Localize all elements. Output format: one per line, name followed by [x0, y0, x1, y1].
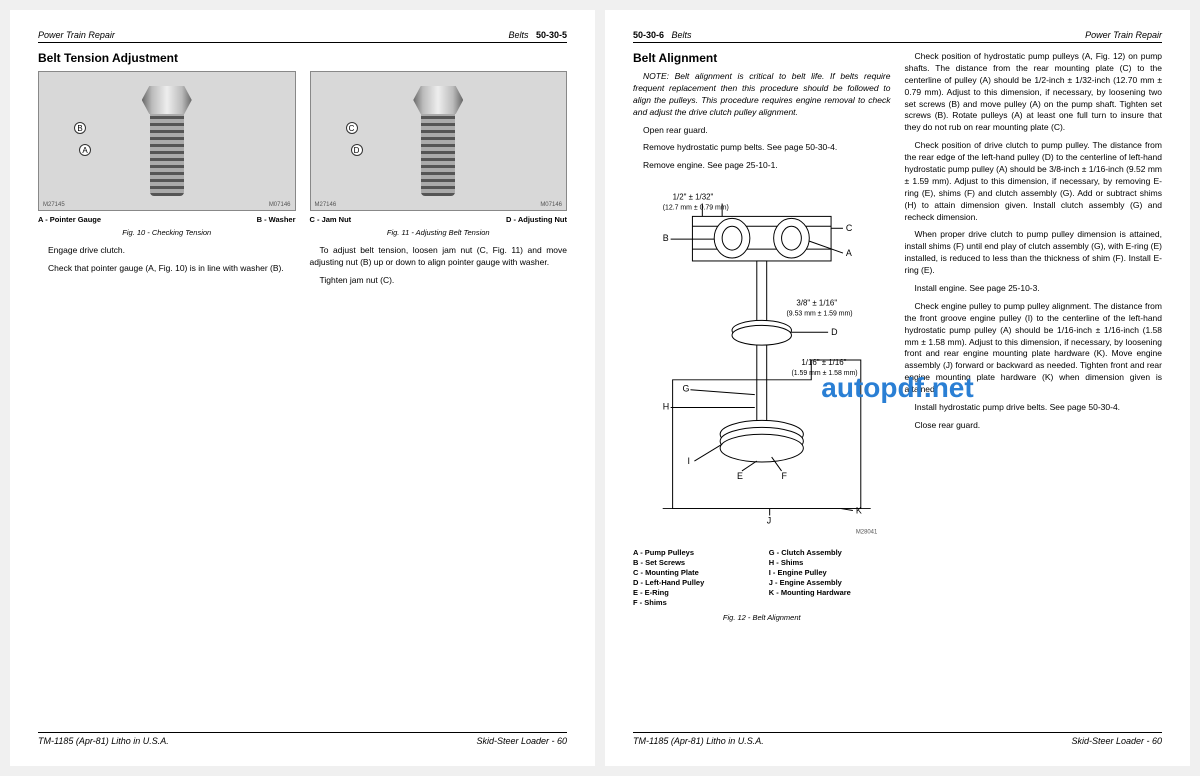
right-column: Check position of hydrostatic pump pulle… [905, 51, 1163, 630]
legend-e: E - E-Ring [633, 588, 755, 597]
label-b: B - Washer [257, 215, 296, 224]
svg-text:I: I [687, 456, 689, 466]
dim1m: (12.7 mm ± 0.79 mm) [663, 205, 729, 212]
callout-c: C [346, 122, 358, 134]
dim1: 1/2" ± 1/32" [673, 193, 714, 202]
figure-legend: A - Pump Pulleys G - Clutch Assembly B -… [633, 548, 891, 607]
paragraph: Engage drive clutch. [38, 245, 296, 257]
fig-num: M28041 [856, 530, 878, 536]
svg-text:A: A [846, 248, 852, 258]
right-page: autopdf.net 50-30-6 Belts Power Train Re… [605, 10, 1190, 766]
section-title: Belt Alignment [633, 51, 891, 65]
left-column: B A M27145 M07146 A - Pointer Gauge B - … [38, 71, 296, 293]
right-column: C D M27146 M07146 C - Jam Nut D - Adjust… [310, 71, 568, 293]
svg-text:D: D [831, 327, 837, 337]
paragraph: Check engine pulley to pump pulley align… [905, 301, 1163, 396]
figure-11: C D M27146 M07146 [310, 71, 568, 211]
left-page: Power Train Repair Belts 50-30-5 Belt Te… [10, 10, 595, 766]
legend-j: J - Engine Assembly [769, 578, 891, 587]
figure-10: B A M27145 M07146 [38, 71, 296, 211]
paragraph: Remove hydrostatic pump belts. See page … [633, 142, 891, 154]
svg-text:K: K [856, 506, 862, 516]
svg-text:G: G [683, 384, 690, 394]
bolt-illustration [142, 86, 192, 196]
legend-h: H - Shims [769, 558, 891, 567]
dim2m: (9.53 mm ± 1.59 mm) [787, 311, 853, 318]
page-header: 50-30-6 Belts Power Train Repair [633, 30, 1162, 43]
alignment-diagram-svg: 1/2" ± 1/32" (12.7 mm ± 0.79 mm) 3/8" ± … [633, 180, 891, 540]
svg-text:B: B [663, 233, 669, 243]
legend-d: D - Left-Hand Pulley [633, 578, 755, 587]
content-columns: Belt Alignment NOTE: Belt alignment is c… [633, 51, 1162, 630]
callout-b: B [74, 122, 86, 134]
dim3: 1/16" ± 1/16" [801, 358, 846, 367]
dim3m: (1.59 mm ± 1.58 mm) [791, 370, 857, 377]
paragraph: When proper drive clutch to pump pulley … [905, 229, 1163, 277]
legend-g: G - Clutch Assembly [769, 548, 891, 557]
callout-d: D [351, 144, 363, 156]
legend-a: A - Pump Pulleys [633, 548, 755, 557]
page-footer: TM-1185 (Apr-81) Litho in U.S.A. Skid-St… [633, 732, 1162, 746]
bolt-illustration [413, 86, 463, 196]
svg-text:F: F [782, 471, 788, 481]
header-right: Belts 50-30-5 [508, 30, 567, 40]
header-left: 50-30-6 Belts [633, 30, 692, 40]
legend-k: K - Mounting Hardware [769, 588, 891, 597]
image-number-2: M07146 [540, 202, 562, 208]
dim2: 3/8" ± 1/16" [796, 299, 837, 308]
callout-a: A [79, 144, 91, 156]
label-d: D - Adjusting Nut [506, 215, 567, 224]
page-footer: TM-1185 (Apr-81) Litho in U.S.A. Skid-St… [38, 732, 567, 746]
paragraph: Close rear guard. [905, 420, 1163, 432]
image-number-2: M07146 [269, 202, 291, 208]
label-c: C - Jam Nut [310, 215, 352, 224]
legend-f: F - Shims [633, 598, 755, 607]
paragraph: Install engine. See page 25-10-3. [905, 283, 1163, 295]
svg-text:C: C [846, 223, 853, 233]
paragraph: Open rear guard. [633, 125, 891, 137]
image-number: M27145 [43, 202, 65, 208]
figure-caption: Fig. 10 - Checking Tension [38, 228, 296, 237]
legend-i: I - Engine Pulley [769, 568, 891, 577]
footer-left: TM-1185 (Apr-81) Litho in U.S.A. [633, 736, 764, 746]
paragraph: To adjust belt tension, loosen jam nut (… [310, 245, 568, 269]
paragraph: Check position of hydrostatic pump pulle… [905, 51, 1163, 134]
footer-right: Skid-Steer Loader - 60 [1071, 736, 1162, 746]
footer-right: Skid-Steer Loader - 60 [476, 736, 567, 746]
note-paragraph: NOTE: Belt alignment is critical to belt… [633, 71, 891, 119]
svg-text:E: E [737, 471, 743, 481]
paragraph: Tighten jam nut (C). [310, 275, 568, 287]
paragraph: Check that pointer gauge (A, Fig. 10) is… [38, 263, 296, 275]
label-a: A - Pointer Gauge [38, 215, 101, 224]
header-right: Power Train Repair [1085, 30, 1162, 40]
svg-text:H: H [663, 402, 669, 412]
content-columns: B A M27145 M07146 A - Pointer Gauge B - … [38, 71, 567, 293]
footer-left: TM-1185 (Apr-81) Litho in U.S.A. [38, 736, 169, 746]
figure-12-diagram: 1/2" ± 1/32" (12.7 mm ± 0.79 mm) 3/8" ± … [633, 180, 891, 540]
figure-caption: Fig. 11 - Adjusting Belt Tension [310, 228, 568, 237]
image-number: M27146 [315, 202, 337, 208]
paragraph: Remove engine. See page 25-10-1. [633, 160, 891, 172]
paragraph: Check position of drive clutch to pump p… [905, 140, 1163, 223]
header-left: Power Train Repair [38, 30, 115, 40]
page-header: Power Train Repair Belts 50-30-5 [38, 30, 567, 43]
legend-b: B - Set Screws [633, 558, 755, 567]
svg-text:J: J [767, 516, 771, 526]
left-column: Belt Alignment NOTE: Belt alignment is c… [633, 51, 891, 630]
legend-c: C - Mounting Plate [633, 568, 755, 577]
paragraph: Install hydrostatic pump drive belts. Se… [905, 402, 1163, 414]
figure-labels: A - Pointer Gauge B - Washer [38, 215, 296, 224]
section-title: Belt Tension Adjustment [38, 51, 567, 65]
figure-caption: Fig. 12 - Belt Alignment [633, 613, 891, 622]
figure-labels: C - Jam Nut D - Adjusting Nut [310, 215, 568, 224]
